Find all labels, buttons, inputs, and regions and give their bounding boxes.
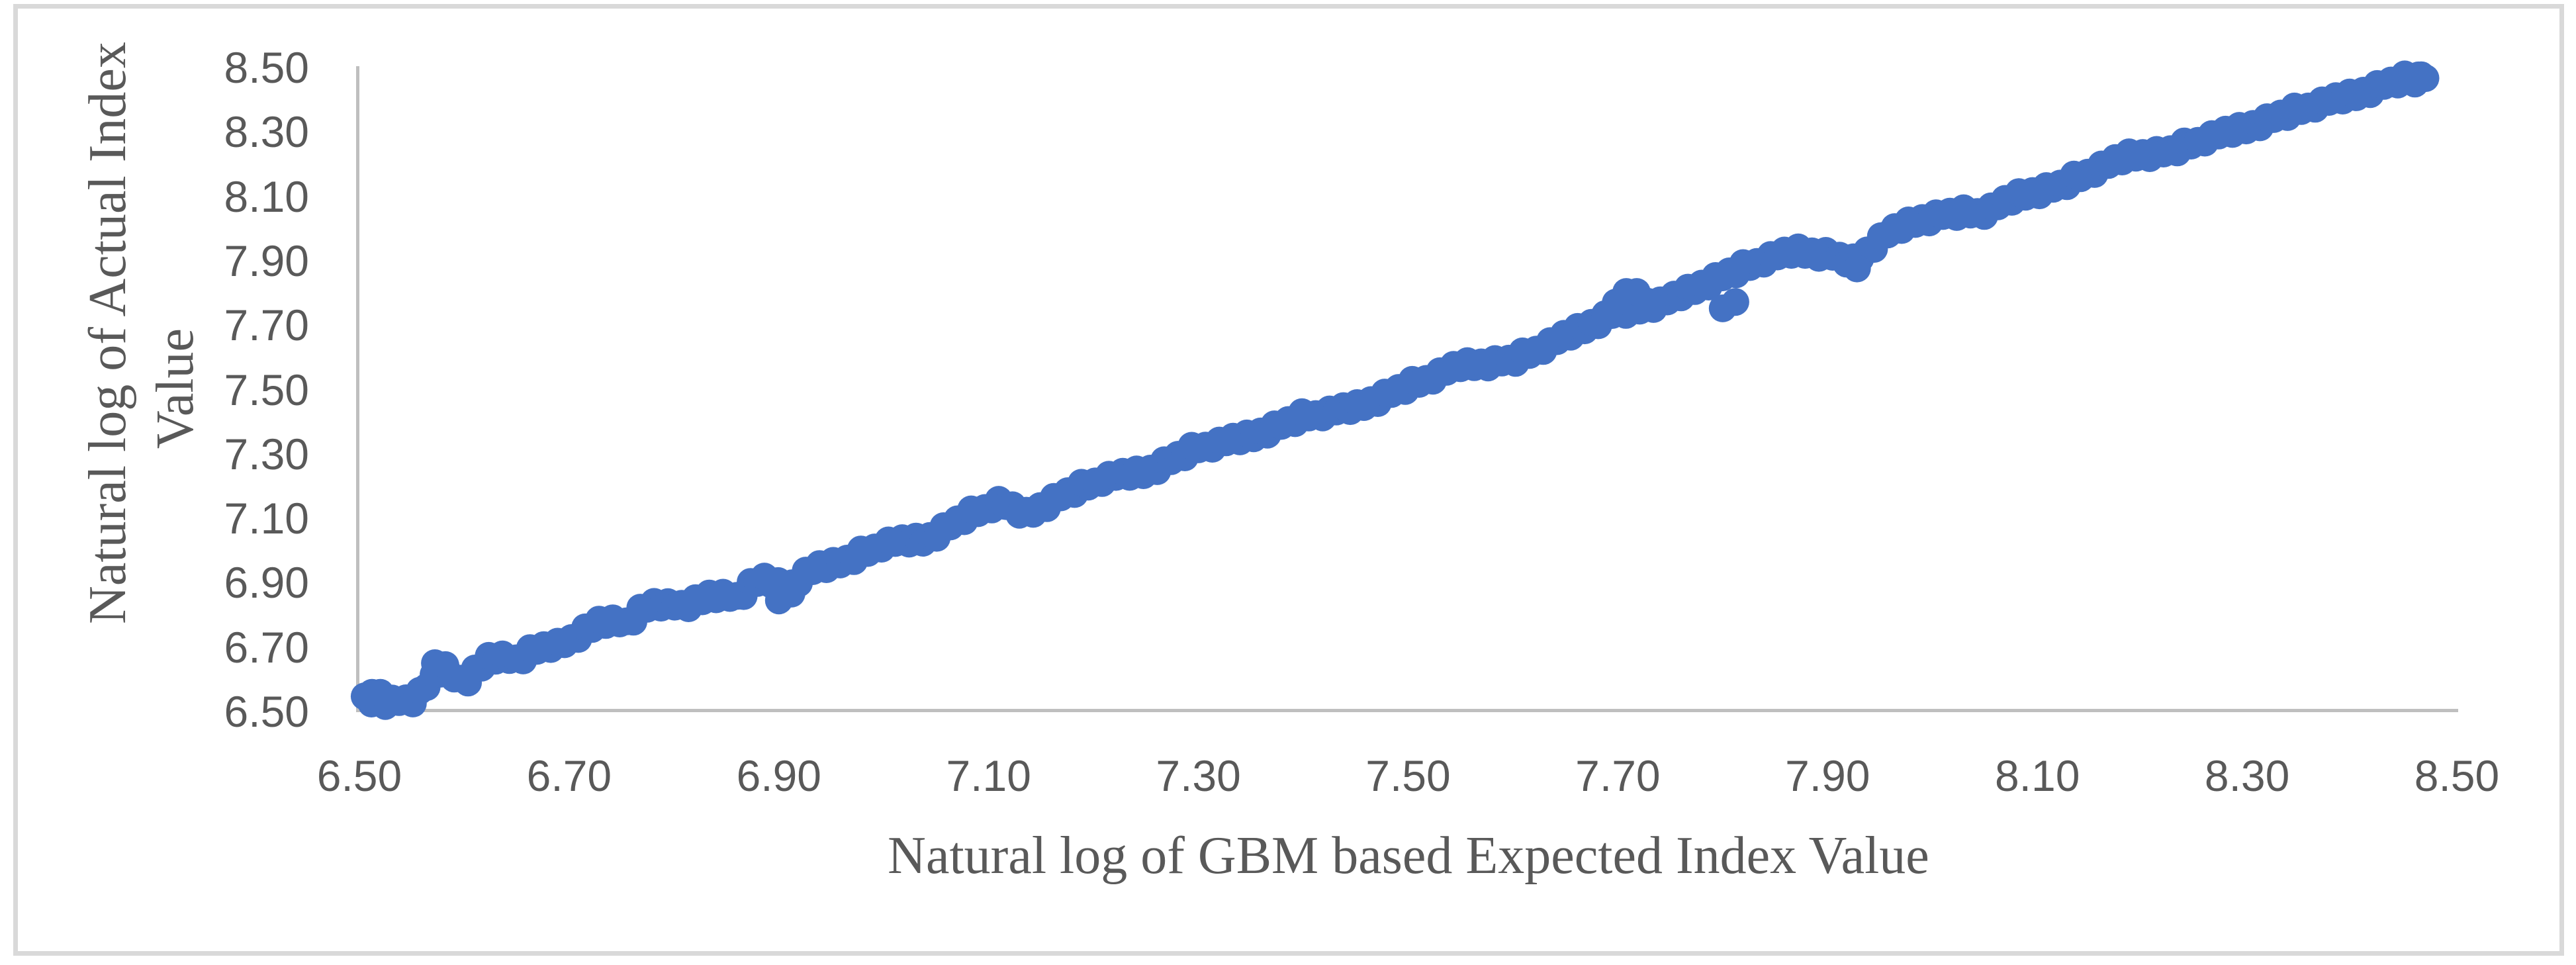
scatter-point: [2407, 61, 2436, 89]
y-tick-label: 8.50: [224, 43, 309, 92]
x-axis-title: Natural log of GBM based Expected Index …: [888, 827, 1929, 885]
x-tick-label: 7.50: [1365, 751, 1451, 800]
x-tick-label: 8.10: [1994, 751, 2080, 800]
x-tick-label: 6.70: [526, 751, 612, 800]
y-tick-label: 6.70: [224, 622, 309, 672]
x-tick-label: 7.30: [1156, 751, 1241, 800]
scatter-series: [350, 60, 2440, 720]
y-tick-label: 6.50: [224, 687, 309, 736]
scatter-point: [431, 651, 459, 679]
x-tick-label: 6.50: [316, 751, 402, 800]
x-axis-line: [356, 709, 2458, 712]
chart-border-frame: [13, 4, 2564, 956]
y-axis-line: [356, 66, 359, 712]
x-tick-label: 7.10: [946, 751, 1031, 800]
y-tick-label: 7.10: [224, 494, 309, 543]
y-tick-label: 7.50: [224, 365, 309, 414]
x-tick-label: 8.50: [2414, 751, 2500, 800]
x-tick-label: 7.70: [1575, 751, 1661, 800]
scatter-point: [1602, 289, 1630, 317]
x-tick-label: 7.90: [1785, 751, 1870, 800]
x-tick-label: 8.30: [2204, 751, 2290, 800]
y-tick-label: 8.10: [224, 171, 309, 221]
y-tick-label: 7.30: [224, 429, 309, 479]
scatter-point: [1721, 288, 1749, 316]
y-tick-label: 7.90: [224, 236, 309, 285]
y-tick-label: 8.30: [224, 107, 309, 157]
scatter-point: [1633, 287, 1661, 316]
scatter-point: [366, 678, 394, 707]
x-tick-label: 6.90: [736, 751, 822, 800]
scatter-point: [777, 579, 805, 608]
y-tick-label: 6.90: [224, 558, 309, 608]
y-tick-label: 7.70: [224, 300, 309, 350]
scatter-point: [1843, 254, 1871, 283]
